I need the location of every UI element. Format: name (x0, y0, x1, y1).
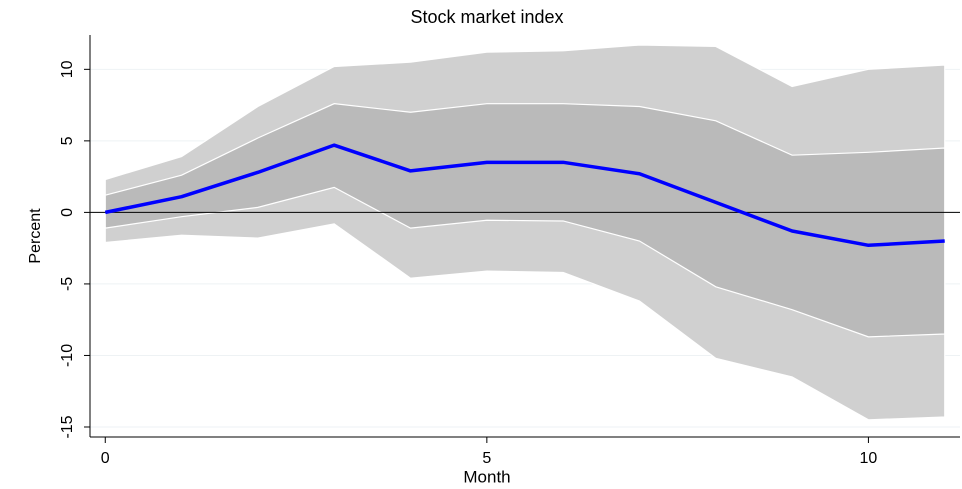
x-tick-label: 5 (482, 450, 491, 467)
y-tick-label: 5 (59, 136, 76, 145)
y-tick-label: 0 (59, 208, 76, 217)
y-tick-label: -5 (59, 277, 76, 291)
confidence-band (104, 103, 946, 338)
y-axis-label: Percent (27, 208, 44, 264)
x-tick-label: 10 (860, 450, 878, 467)
y-tick-label: 10 (59, 60, 76, 78)
x-tick-label: 0 (101, 450, 110, 467)
response-line (104, 143, 945, 248)
chart-title: Stock market index (410, 7, 563, 27)
y-tick-label: -15 (59, 415, 76, 438)
y-tick-label: -10 (59, 344, 76, 367)
x-axis-label: Month (463, 467, 510, 486)
